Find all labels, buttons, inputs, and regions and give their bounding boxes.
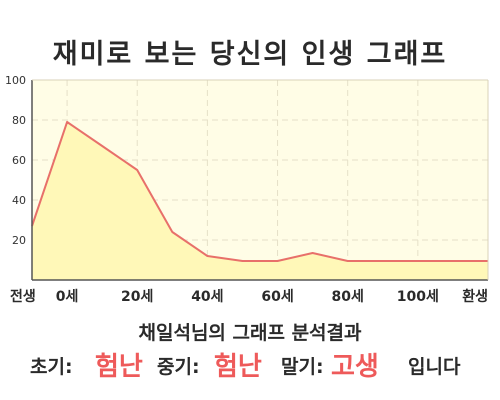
life-graph-chart: 20 40 60 80 100 전생 0세 20세 40세 60세 80세 100세 환생 <box>5 74 489 305</box>
chart-title: 재미로 보는 당신의 인생 그래프 <box>52 39 448 70</box>
stage-middle-label: 중기: <box>157 356 200 378</box>
y-tick-label: 20 <box>12 234 26 247</box>
y-tick-label: 100 <box>5 74 26 87</box>
stage-summary: 초기: 험난 중기: 험난 말기: 고생 입니다 <box>0 346 500 382</box>
stage-late-label: 말기: <box>281 356 324 378</box>
y-tick-label: 40 <box>12 194 26 207</box>
x-tick-label: 20세 <box>121 289 153 305</box>
x-tick-label: 0세 <box>56 289 79 305</box>
closing-text: 입니다 <box>408 356 461 378</box>
y-tick-label: 60 <box>12 154 26 167</box>
stage-late-value: 고생 <box>331 352 379 382</box>
stage-middle-value: 험난 <box>214 352 262 382</box>
x-tick-label: 전생 <box>10 288 36 305</box>
x-tick-label: 60세 <box>261 289 293 305</box>
series-line <box>31 121 488 262</box>
stage-early-label: 초기: <box>30 356 73 378</box>
series-area <box>32 122 488 280</box>
analysis-subtitle: 채일석님의 그래프 분석결과 <box>138 322 362 344</box>
x-tick-label: 환생 <box>462 288 488 305</box>
x-tick-label: 100세 <box>397 289 439 305</box>
x-tick-label: 40세 <box>191 289 223 305</box>
x-tick-label: 80세 <box>332 289 364 305</box>
stage-early-value: 험난 <box>95 352 143 382</box>
y-tick-label: 80 <box>12 114 26 127</box>
